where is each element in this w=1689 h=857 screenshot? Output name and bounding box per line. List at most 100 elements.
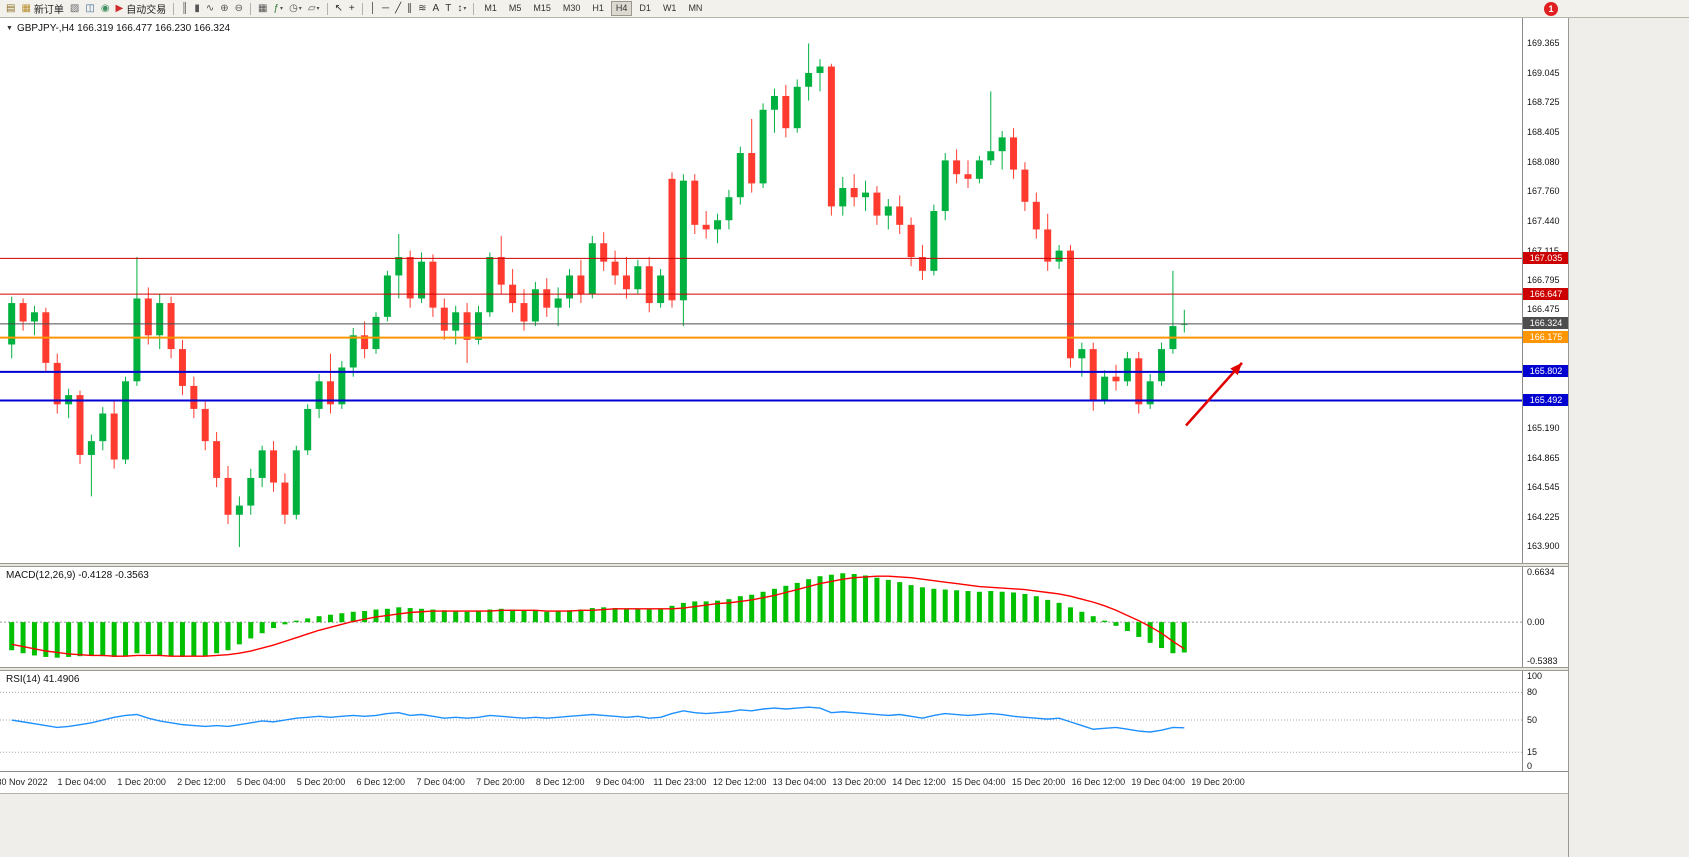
sounds-icon[interactable]: ◉ xyxy=(98,1,113,17)
channel-icon[interactable]: ∥ xyxy=(404,1,415,17)
main-chart-pane[interactable]: ▼ GBPJPY-,H4 166.319 166.477 166.230 166… xyxy=(0,18,1522,563)
text-label-icon[interactable]: T xyxy=(442,1,454,17)
timeframe-button-M15[interactable]: M15 xyxy=(533,3,551,13)
time-axis-label: 15 Dec 20:00 xyxy=(1011,777,1066,787)
macd-axis: 0.6634 0.00 -0.5383 xyxy=(1522,567,1568,667)
price-level-box: 166.324 xyxy=(1523,317,1568,330)
new-chart-icon[interactable]: ▤ xyxy=(3,1,18,17)
crosshair-icon[interactable]: + xyxy=(346,1,358,17)
one-click-trading-toggle[interactable]: ▼ xyxy=(6,25,13,32)
price-level-box: 167.035 xyxy=(1523,251,1568,264)
price-tick: 165.190 xyxy=(1527,422,1560,433)
arrows-icon-glyph: ↕ xyxy=(457,2,463,14)
vertical-line-icon[interactable]: │ xyxy=(367,1,379,17)
price-tick: 163.900 xyxy=(1527,541,1560,552)
pane-splitter[interactable] xyxy=(0,667,1568,671)
price-tick: 169.365 xyxy=(1527,38,1560,49)
time-axis-label: 14 Dec 12:00 xyxy=(892,777,946,787)
periods-icon[interactable]: ◷ ▾ xyxy=(286,1,305,17)
timeframe-button-W1[interactable]: W1 xyxy=(662,3,677,13)
macd-histogram xyxy=(9,573,1187,658)
timeframe-button-MN[interactable]: MN xyxy=(688,3,703,13)
timeframe-button-M5[interactable]: M5 xyxy=(508,3,522,13)
time-axis-label: 1 Dec 20:00 xyxy=(117,777,166,787)
zoom-out-icon-glyph: ⊖ xyxy=(234,2,244,14)
toolbar-separator xyxy=(250,2,252,15)
chart-list-icon-glyph: ▧ xyxy=(69,2,80,14)
zoom-in-icon[interactable]: ⊕ xyxy=(217,1,231,17)
time-axis-label: 5 Dec 20:00 xyxy=(296,777,346,787)
time-axis-label: 11 Dec 23:00 xyxy=(653,777,707,787)
ohlc-bars-mode-icon[interactable]: ║ xyxy=(178,1,191,17)
trendline-icon[interactable]: ╱ xyxy=(392,1,404,17)
macd-pane[interactable]: MACD(12,26,9) -0.4128 -0.3563 xyxy=(0,567,1522,667)
macd-axis-tick: 0.6634 xyxy=(1527,567,1555,578)
right-empty-area xyxy=(1568,18,1689,857)
templates-icon[interactable]: ▱ ▾ xyxy=(305,1,323,17)
line-chart-mode-icon[interactable]: ∿ xyxy=(203,1,217,17)
pane-splitter[interactable] xyxy=(0,563,1568,567)
candlestick-mode-icon[interactable]: ▮ xyxy=(191,1,203,17)
trendline-icon-glyph: ╱ xyxy=(395,2,402,14)
time-axis-label: 1 Dec 04:00 xyxy=(57,777,107,787)
vertical-line-icon-glyph: │ xyxy=(369,2,377,14)
price-level-box: 165.492 xyxy=(1523,393,1568,406)
chart-list-icon[interactable]: ▧ xyxy=(67,1,82,17)
price-level-box: 166.175 xyxy=(1523,331,1568,344)
price-tick: 164.545 xyxy=(1527,482,1560,493)
price-axis[interactable]: 169.365 169.045 168.725 168.405 168.080 167.7… xyxy=(1522,18,1568,563)
toolbar-separator xyxy=(473,2,475,15)
periods-icon-glyph: ◷ xyxy=(289,2,298,14)
chart-title: GBPJPY-,H4 166.319 166.477 166.230 166.3… xyxy=(16,23,231,34)
rsi-axis: 100 80 50 15 0 xyxy=(1522,671,1568,771)
notification-badge[interactable]: 1 xyxy=(1544,2,1558,16)
fibonacci-icon[interactable]: ≋ xyxy=(415,1,429,17)
dropdown-caret-icon: ▾ xyxy=(280,6,284,12)
fibonacci-icon-glyph: ≋ xyxy=(418,2,427,14)
line-chart-mode-icon-glyph: ∿ xyxy=(205,2,215,14)
dropdown-caret-icon: ▾ xyxy=(316,6,320,12)
horizontal-levels-layer xyxy=(0,257,1522,402)
rsi-axis-tick: 80 xyxy=(1527,686,1538,697)
time-axis-label: 19 Dec 04:00 xyxy=(1131,777,1185,787)
new-chart-icon-glyph: ▤ xyxy=(6,2,16,14)
macd-axis-tick: -0.5383 xyxy=(1527,656,1558,667)
rsi-chart xyxy=(0,691,1522,753)
text-icon[interactable]: A xyxy=(430,1,443,17)
sounds-icon-glyph: ◉ xyxy=(100,2,110,14)
autotrading-button[interactable]: ▶ 自动交易 xyxy=(113,1,170,17)
timeframe-button-H1[interactable]: H1 xyxy=(592,3,604,13)
tile-windows-icon[interactable]: ▦ xyxy=(255,1,270,17)
macd-indicator-label: MACD(12,26,9) -0.4128 -0.3563 xyxy=(6,570,149,581)
candlestick-mode-icon-glyph: ▮ xyxy=(194,2,200,14)
horizontal-line-icon[interactable]: ─ xyxy=(379,1,392,17)
timeframe-button-H4[interactable]: H4 xyxy=(610,1,633,16)
indicators-icon-glyph: ƒ xyxy=(273,2,280,14)
candlestick-chart xyxy=(0,43,1522,547)
crosshair-icon-glyph: + xyxy=(348,2,355,14)
zoom-out-icon[interactable]: ⊖ xyxy=(232,1,246,17)
timeframe-button-M1[interactable]: M1 xyxy=(484,3,497,13)
time-axis-label: 8 Dec 12:00 xyxy=(535,777,585,787)
timeframe-button-M30[interactable]: M30 xyxy=(562,3,581,13)
channel-icon-glyph: ∥ xyxy=(407,2,413,14)
indicators-icon[interactable]: ƒ ▾ xyxy=(270,1,286,17)
new-order-button[interactable]: ▦ 新订单 xyxy=(18,1,66,17)
toolbar-separator xyxy=(173,2,175,15)
annotation-arrow xyxy=(1185,362,1243,427)
bottom-empty-area xyxy=(0,793,1568,857)
new-order-button-label: 新订单 xyxy=(33,5,64,16)
time-axis-label: 7 Dec 04:00 xyxy=(416,777,465,787)
rsi-pane[interactable]: RSI(14) 41.4906 xyxy=(0,671,1522,771)
text-icon-glyph: A xyxy=(432,2,440,14)
rsi-indicator-label: RSI(14) 41.4906 xyxy=(6,674,80,685)
text-label-icon-glyph: T xyxy=(445,2,452,14)
time-axis[interactable]: 30 Nov 2022 1 Dec 04:00 1 Dec 20:00 2 Dec 1… xyxy=(0,771,1568,793)
timeframe-button-D1[interactable]: D1 xyxy=(639,3,651,13)
cursor-icon[interactable]: ↖ xyxy=(332,1,346,17)
arrows-icon[interactable]: ↕ ▾ xyxy=(454,1,469,17)
horizontal-line-icon-glyph: ─ xyxy=(382,2,390,14)
time-axis-label: 30 Nov 2022 xyxy=(0,777,48,787)
profiles-icon[interactable]: ◫ xyxy=(82,1,97,17)
